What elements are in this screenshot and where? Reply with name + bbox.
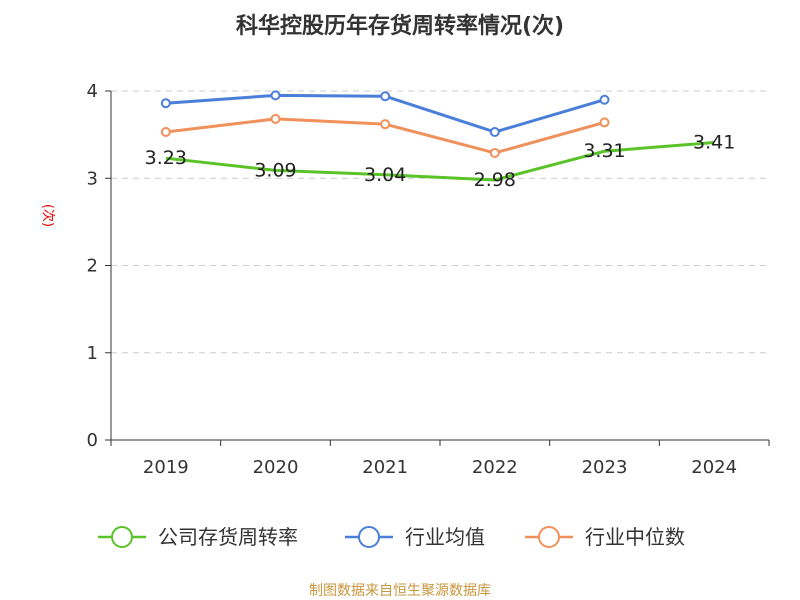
source-note: 制图数据来自恒生聚源数据库 bbox=[309, 583, 491, 599]
x-tick-label: 2019 bbox=[143, 457, 189, 478]
data-point bbox=[270, 90, 281, 101]
data-point bbox=[599, 117, 610, 128]
data-point bbox=[489, 147, 500, 158]
x-tick-label: 2020 bbox=[253, 457, 299, 478]
legend-marker bbox=[538, 526, 560, 548]
data-label: 3.41 bbox=[693, 131, 735, 153]
data-labels: 3.23 3.09 3.04 2.98 3.31 3.41 bbox=[145, 131, 736, 191]
chart-title: 科华控股历年存货周转率情况(次) bbox=[235, 14, 565, 39]
series-lines bbox=[160, 90, 715, 182]
y-tick-label: 3 bbox=[87, 168, 98, 189]
legend: 公司存货周转率 行业均值 行业中位数 bbox=[98, 525, 685, 549]
data-point bbox=[489, 127, 500, 138]
data-point bbox=[160, 127, 171, 138]
y-axis-label: (次) bbox=[40, 204, 56, 227]
data-label: 3.23 bbox=[145, 147, 187, 169]
y-tick-label: 0 bbox=[87, 430, 98, 451]
data-label: 3.09 bbox=[254, 159, 296, 181]
legend-marker bbox=[111, 526, 133, 548]
x-tick-label: 2023 bbox=[582, 457, 628, 478]
legend-marker bbox=[358, 526, 380, 548]
x-tick-label: 2021 bbox=[362, 457, 408, 478]
series-line bbox=[165, 140, 715, 182]
y-tick-label: 4 bbox=[87, 81, 98, 102]
legend-label: 行业中位数 bbox=[585, 525, 685, 549]
x-tick-label: 2024 bbox=[691, 457, 737, 478]
data-point bbox=[160, 98, 171, 109]
y-tick-label: 2 bbox=[87, 256, 98, 277]
legend-label: 公司存货周转率 bbox=[158, 525, 298, 549]
x-tick-label: 2022 bbox=[472, 457, 518, 478]
data-label: 3.04 bbox=[364, 164, 406, 186]
data-point bbox=[380, 91, 391, 102]
grid-lines bbox=[111, 90, 769, 354]
data-point bbox=[599, 94, 610, 105]
data-point bbox=[380, 119, 391, 130]
data-label: 2.98 bbox=[474, 169, 516, 191]
y-tick-label: 1 bbox=[87, 343, 98, 364]
data-label: 3.31 bbox=[583, 140, 625, 162]
data-point bbox=[270, 113, 281, 124]
axes: 0 1 2 3 4 (次) 2019 2020 2021 2022 2023 2024 bbox=[40, 81, 770, 478]
legend-label: 行业均值 bbox=[405, 525, 485, 549]
